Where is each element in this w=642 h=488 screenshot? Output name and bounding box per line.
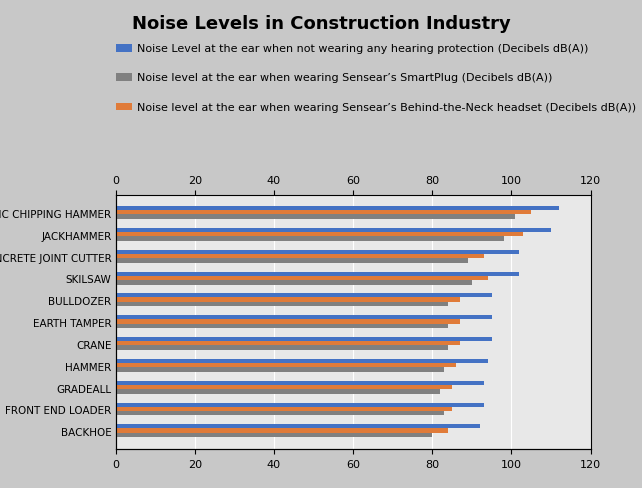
Bar [116, 207, 559, 211]
Bar [116, 294, 492, 298]
Text: Noise Level at the ear when not wearing any hearing protection (Decibels dB(A)): Noise Level at the ear when not wearing … [137, 44, 588, 54]
Bar [116, 340, 460, 346]
Text: Noise Levels in Construction Industry: Noise Levels in Construction Industry [132, 15, 510, 33]
Bar [116, 409, 444, 416]
Bar [116, 323, 448, 328]
Bar [116, 252, 484, 259]
Bar [116, 279, 472, 285]
Bar [116, 362, 456, 367]
Bar [116, 235, 503, 242]
Bar [116, 344, 448, 350]
Text: Noise level at the ear when wearing Sensear’s SmartPlug (Decibels dB(A)): Noise level at the ear when wearing Sens… [137, 73, 552, 83]
Bar [116, 231, 523, 237]
Text: Noise level at the ear when wearing Sensear’s Behind-the-Neck headset (Decibels : Noise level at the ear when wearing Sens… [137, 102, 636, 112]
Bar [116, 383, 452, 389]
Bar [116, 388, 440, 394]
Bar [116, 318, 460, 324]
Bar [116, 316, 492, 320]
Bar [116, 381, 484, 385]
Bar [116, 403, 484, 407]
Bar [116, 257, 468, 263]
Bar [116, 250, 519, 254]
Bar [116, 427, 448, 433]
Bar [116, 213, 516, 220]
Bar [116, 274, 488, 281]
Bar [116, 272, 519, 276]
Bar [116, 431, 432, 437]
Bar [116, 209, 531, 215]
Bar [116, 425, 480, 428]
Bar [116, 228, 551, 232]
Bar [116, 296, 460, 302]
Bar [116, 301, 448, 307]
Bar [116, 359, 488, 363]
Bar [116, 337, 492, 342]
Bar [116, 366, 444, 372]
Bar [116, 405, 452, 411]
